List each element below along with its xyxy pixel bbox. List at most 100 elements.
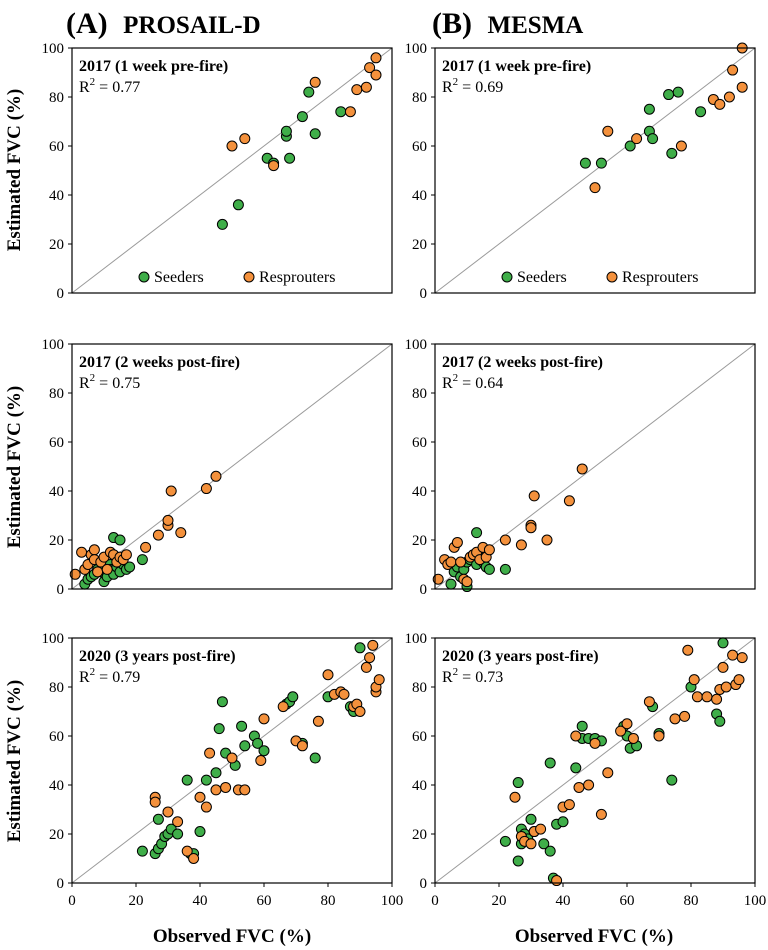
point-resprouters — [621, 718, 633, 730]
point-resprouters — [682, 644, 694, 656]
y-tick-label: 60 — [49, 139, 64, 155]
point-resprouters — [354, 706, 366, 717]
x-tick-label: 80 — [321, 893, 336, 909]
point-resprouters — [669, 713, 681, 725]
y-tick-label: 60 — [49, 729, 64, 745]
point-resprouters — [239, 784, 251, 796]
identity-line — [71, 47, 393, 294]
y-tick-label: 20 — [49, 827, 64, 843]
point-resprouters — [370, 69, 382, 81]
point-resprouters — [727, 649, 739, 661]
panel-title: 2017 (1 week pre-fire) — [442, 58, 591, 75]
point-seeders — [544, 757, 556, 769]
point-resprouters — [351, 84, 363, 96]
r-squared-symbol: R — [79, 669, 90, 686]
y-tick-label: 80 — [412, 386, 427, 402]
point-resprouters — [360, 81, 372, 93]
point-resprouters — [563, 799, 575, 811]
point-resprouters — [296, 740, 308, 752]
point-resprouters — [162, 514, 174, 526]
point-resprouters — [309, 76, 321, 88]
point-resprouters — [69, 568, 81, 580]
point-seeders — [672, 86, 684, 98]
point-seeders — [287, 691, 299, 703]
point-resprouters — [255, 755, 267, 766]
point-seeders — [232, 199, 244, 211]
x-tick-label: 20 — [492, 893, 507, 909]
y-tick-label: 80 — [412, 90, 427, 106]
point-seeders — [210, 767, 222, 779]
r-squared-symbol: R — [79, 375, 90, 392]
y-tick-label: 80 — [49, 680, 64, 696]
point-resprouters — [204, 747, 216, 759]
point-resprouters — [210, 470, 222, 482]
x-axis-label-a: Observed FVC (%) — [153, 926, 311, 947]
point-resprouters — [515, 539, 527, 551]
r-squared-exponent: 2 — [90, 666, 96, 678]
point-seeders — [309, 752, 321, 764]
point-resprouters — [551, 875, 563, 887]
point-resprouters — [367, 639, 379, 651]
point-resprouters — [432, 573, 444, 585]
x-tick-label: 0 — [431, 893, 439, 909]
point-resprouters — [364, 652, 376, 664]
y-tick-label: 60 — [49, 435, 64, 451]
point-seeders — [136, 554, 148, 566]
y-tick-label: 60 — [412, 435, 427, 451]
point-resprouters — [627, 732, 639, 744]
point-seeders — [239, 740, 251, 752]
identity-line — [434, 47, 756, 294]
point-resprouters — [573, 781, 585, 793]
column-method-a: PROSAIL-D — [123, 12, 261, 39]
y-tick-label: 40 — [49, 778, 64, 794]
point-resprouters — [370, 52, 382, 64]
point-seeders — [152, 813, 164, 825]
x-tick-label: 80 — [684, 893, 699, 909]
point-resprouters — [220, 781, 232, 793]
legend-seeders-marker — [138, 271, 150, 283]
point-resprouters — [277, 701, 289, 713]
point-seeders — [499, 835, 511, 847]
point-seeders — [512, 855, 524, 867]
r-squared-exponent: 2 — [453, 372, 459, 384]
y-tick-label: 100 — [42, 337, 65, 353]
point-resprouters — [528, 490, 540, 502]
point-seeders — [354, 642, 366, 654]
panel-title: 2020 (3 years post-fire) — [442, 648, 599, 665]
x-tick-label: 40 — [193, 893, 208, 909]
point-resprouters — [344, 106, 356, 118]
r-squared: R2 = 0.64 — [442, 372, 503, 392]
legend-seeders-label: Seeders — [517, 269, 567, 286]
point-resprouters — [461, 576, 473, 588]
legend-resprouters-label: Resprouters — [259, 269, 335, 286]
point-resprouters — [595, 808, 607, 820]
y-tick-label: 40 — [412, 778, 427, 794]
point-seeders — [666, 147, 678, 159]
legend-resprouters-marker — [243, 271, 255, 283]
point-seeders — [647, 133, 659, 145]
y-tick-label: 0 — [57, 286, 65, 302]
point-resprouters — [200, 801, 212, 813]
point-resprouters — [576, 463, 588, 475]
r-squared-symbol: R — [442, 375, 453, 392]
y-tick-label: 20 — [412, 827, 427, 843]
x-tick-label: 100 — [744, 893, 767, 909]
y-tick-label: 100 — [405, 631, 428, 647]
legend-seeders-label: Seeders — [154, 269, 204, 286]
r-squared-value: = 0.79 — [95, 669, 140, 686]
point-resprouters — [711, 693, 723, 705]
panel-title: 2017 (2 weeks post-fire) — [442, 354, 603, 371]
point-resprouters — [717, 661, 729, 673]
r-squared-value: = 0.69 — [458, 79, 503, 96]
point-resprouters — [373, 674, 385, 686]
point-seeders — [200, 774, 212, 786]
r-squared-symbol: R — [442, 669, 453, 686]
point-seeders — [576, 720, 588, 732]
point-seeders — [643, 103, 655, 115]
point-resprouters — [615, 725, 627, 737]
point-resprouters — [589, 737, 601, 749]
point-resprouters — [602, 125, 614, 137]
panel-title: 2020 (3 years post-fire) — [79, 648, 236, 665]
identity-line — [71, 343, 393, 590]
